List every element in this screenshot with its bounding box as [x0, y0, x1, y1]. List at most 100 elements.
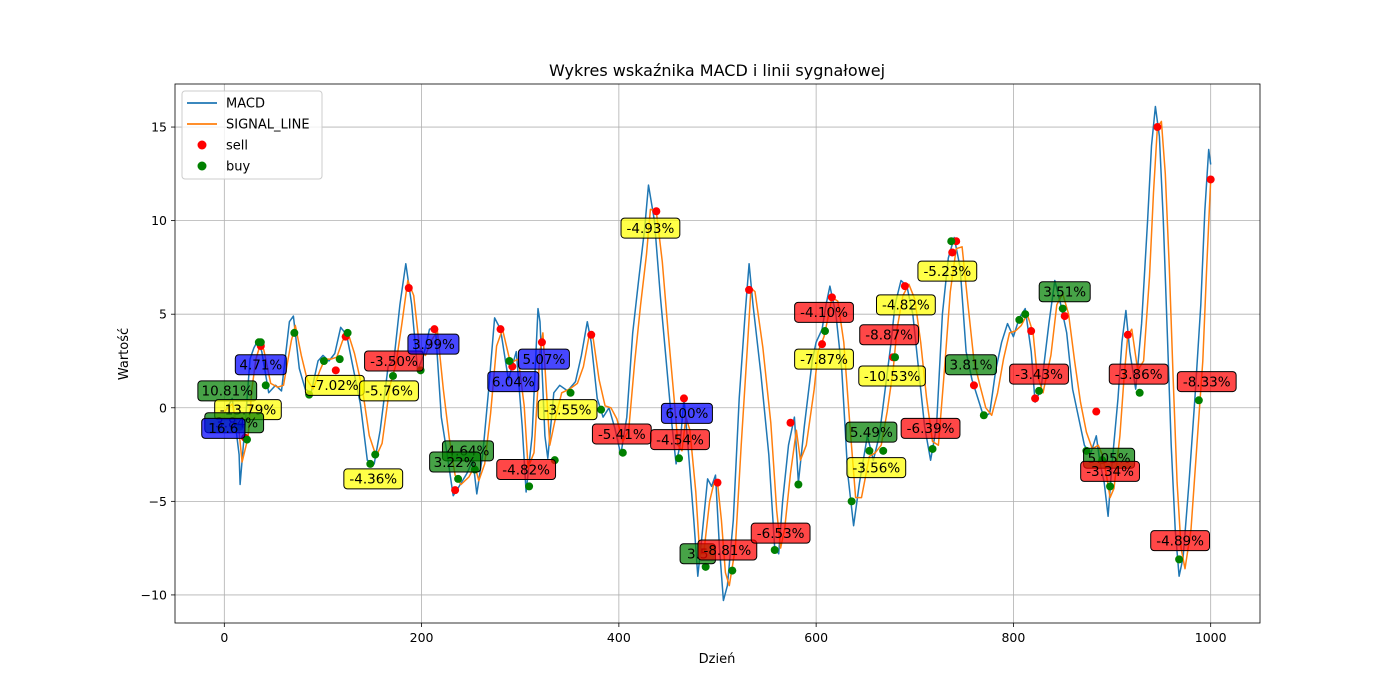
x-tick-label: 800	[1001, 630, 1025, 645]
annotation-label: -3.55%	[544, 402, 592, 418]
annotation-box	[407, 333, 460, 355]
buy-point	[879, 446, 888, 455]
annotation-label: -5.41%	[598, 427, 646, 443]
annotation-label: -3.43%	[1015, 367, 1063, 383]
annotation-box	[343, 468, 404, 490]
return-annotation: 3.99%	[407, 333, 460, 355]
return-annotation: 6.00%	[660, 402, 713, 424]
annotation-box	[359, 380, 419, 402]
sell-point	[969, 381, 978, 390]
y-tick-label: 0	[159, 400, 167, 415]
return-annotation: -4.82%	[496, 459, 557, 481]
annotation-label: -10.53%	[864, 369, 921, 385]
buy-point	[701, 562, 710, 571]
legend-label: SIGNAL_LINE	[226, 118, 310, 133]
annotation-label: -5.23%	[923, 264, 971, 280]
annotation-label: 6.04%	[492, 374, 535, 390]
annotation-box	[1038, 281, 1091, 303]
return-annotation: -6.53%	[750, 522, 811, 544]
x-tick-label: 600	[804, 630, 828, 645]
annotation-label: 4.71%	[239, 358, 282, 374]
legend-label: buy	[226, 160, 250, 175]
sell-point	[537, 338, 546, 347]
sell-point	[745, 285, 754, 294]
buy-point	[847, 497, 856, 506]
return-annotation: 10.81%	[197, 380, 258, 402]
y-tick-label: 15	[151, 120, 167, 135]
annotation-box	[517, 348, 570, 370]
return-annotation: 3.51%	[1038, 281, 1091, 303]
annotation-box	[487, 371, 540, 393]
return-annotation: 4.71%	[234, 354, 287, 376]
buy-point	[865, 446, 874, 455]
buy-point	[505, 356, 514, 365]
buy-point	[525, 482, 534, 491]
annotation-label: -4.54%	[656, 432, 704, 448]
annotation-box	[697, 539, 758, 561]
annotation-label: 3.99%	[412, 337, 455, 353]
sell-point	[786, 418, 795, 427]
x-tick-label: 0	[220, 630, 228, 645]
annotation-box	[794, 301, 854, 323]
annotation-label: 6.00%	[665, 406, 708, 422]
annotation-label: 3.81%	[950, 358, 993, 374]
annotation-label: -3.86%	[1115, 367, 1163, 383]
annotation-label: -4.36%	[349, 472, 397, 488]
sell-point	[827, 293, 836, 302]
sell-point	[900, 282, 909, 291]
chart-title: Wykres wskaźnika MACD i linii sygnałowej	[549, 61, 885, 80]
annotation-box	[794, 348, 854, 370]
annotation-box	[496, 459, 557, 481]
return-annotation: -8.87%	[859, 324, 920, 346]
return-annotation: -3.56%	[846, 457, 907, 479]
buy-point	[947, 237, 956, 246]
annotation-box	[650, 429, 710, 451]
annotation-label: -4.10%	[800, 305, 848, 321]
annotation-box	[1108, 363, 1169, 385]
buy-point	[1135, 388, 1144, 397]
annotation-box	[1080, 460, 1140, 482]
buy-point	[1015, 315, 1024, 324]
return-annotation: 3.22%	[429, 451, 482, 473]
buy-point	[256, 338, 265, 347]
annotation-label: -8.33%	[1183, 374, 1231, 390]
buy-point	[1021, 310, 1030, 319]
annotation-label: -8.81%	[703, 543, 751, 559]
buy-point	[371, 450, 380, 459]
y-tick-label: 10	[151, 213, 167, 228]
annotation-box	[620, 217, 681, 239]
sell-point	[496, 325, 505, 334]
return-annotation: -4.93%	[620, 217, 681, 239]
return-annotation: -3.86%	[1108, 363, 1169, 385]
return-annotation: -3.34%	[1080, 460, 1140, 482]
buy-point	[366, 459, 375, 468]
annotation-box	[660, 402, 713, 424]
buy-point	[1194, 396, 1203, 405]
buy-point	[319, 356, 328, 365]
plot-annotations: 10.81%4.71%-13.79%-3.84%16.6-7.02%-3.50%…	[197, 217, 1237, 565]
annotation-box	[1009, 363, 1069, 385]
return-annotation: -5.76%	[359, 380, 419, 402]
signal-line-series-line	[223, 120, 1212, 587]
return-annotation: -4.82%	[875, 294, 936, 316]
sell-point	[1153, 123, 1162, 132]
buy-point	[290, 328, 299, 337]
legend-swatch-marker	[197, 140, 207, 150]
return-annotation: -3.43%	[1009, 363, 1069, 385]
y-tick-label: 5	[159, 307, 167, 322]
return-annotation: -4.36%	[343, 468, 404, 490]
buy-point	[566, 388, 575, 397]
return-annotation: -10.53%	[858, 365, 926, 387]
buy-point	[821, 327, 830, 336]
sell-point	[1092, 407, 1101, 416]
annotation-label: -6.39%	[907, 421, 955, 437]
sell-point	[1060, 312, 1069, 321]
sell-point	[587, 330, 596, 339]
sell-point	[331, 366, 340, 375]
annotation-box	[900, 417, 961, 439]
legend-frame	[181, 90, 323, 180]
annotation-label: -6.53%	[757, 526, 805, 542]
annotation-label: -8.87%	[865, 328, 913, 344]
return-annotation: -3.55%	[537, 399, 598, 421]
